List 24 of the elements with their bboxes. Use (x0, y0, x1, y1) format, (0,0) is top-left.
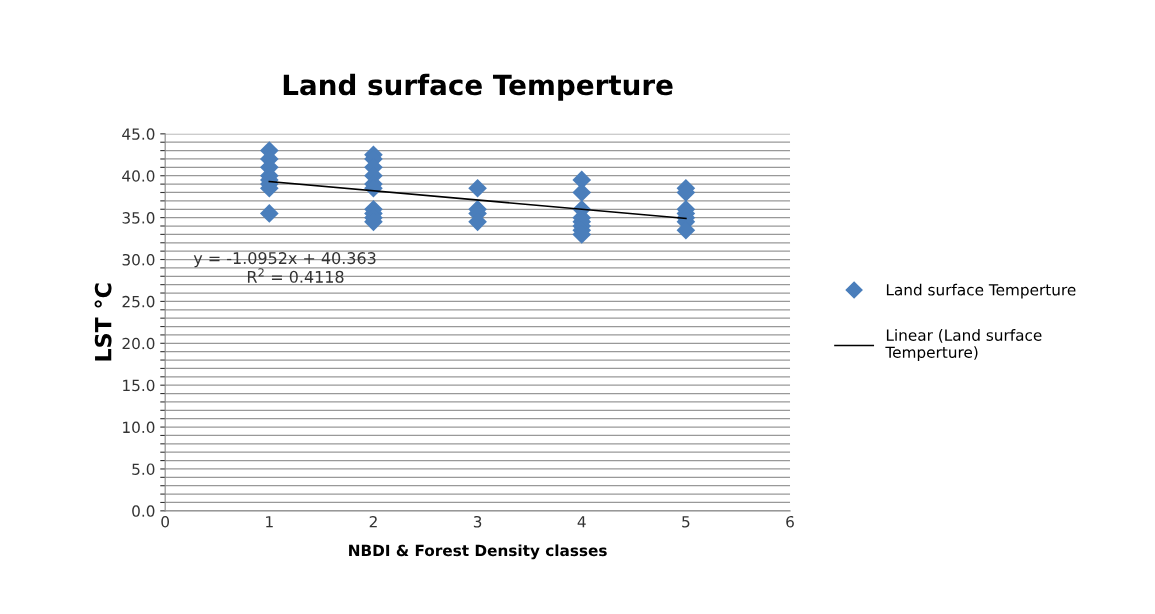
x-tick-label: 4 (577, 516, 586, 528)
chart-title: Land surface Temperture (283, 73, 673, 101)
legend-label: Land surface Temperture (886, 283, 1076, 299)
annotation: R$^{2}$ = 0.4118 (247, 268, 344, 283)
y-tick-label: 5.0 (132, 463, 155, 475)
y-tick-label: 10.0 (123, 421, 155, 434)
x-axis-title: NBDI & Forest Density classes (349, 544, 607, 560)
x-tick-label: 6 (786, 515, 794, 528)
y-tick-label: 40.0 (122, 170, 155, 182)
x-tick-label: 2 (369, 515, 377, 528)
y-tick-label: 0.0 (132, 505, 155, 517)
y-tick-label: 25.0 (122, 295, 155, 308)
y-axis-title: LST °C (94, 283, 112, 361)
legend-label: Linear (Land surface Temperture) (885, 329, 1042, 361)
y-tick-label: 35.0 (122, 212, 155, 224)
y-tick-label: 15.0 (123, 379, 155, 392)
x-tick-label: 0 (161, 515, 170, 528)
x-tick-label: 3 (473, 515, 482, 528)
x-tick-label: 5 (682, 516, 690, 528)
annotation: y = -1.0952x + 40.363 (193, 252, 376, 268)
y-tick-label: 30.0 (122, 253, 155, 266)
x-tick-label: 1 (266, 516, 273, 528)
y-tick-label: 20.0 (122, 337, 155, 350)
y-tick-label: 45.0 (122, 128, 155, 140)
